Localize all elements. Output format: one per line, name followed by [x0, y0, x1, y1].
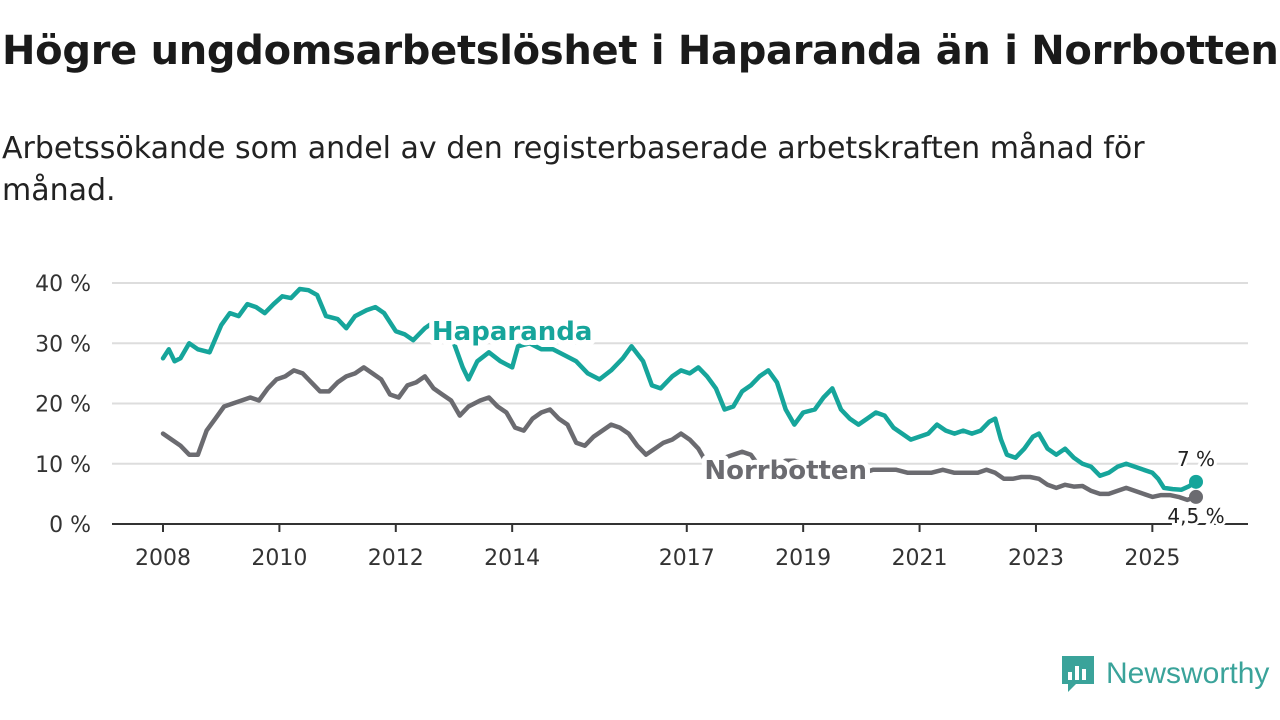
series-label-norrbotten: Norrbotten — [704, 456, 867, 486]
series-endpoint-norrbotten — [1189, 489, 1203, 504]
x-tick-label: 2012 — [368, 546, 424, 571]
x-tick-label: 2010 — [251, 546, 307, 571]
newsworthy-logo-text: Newsworthy — [1106, 657, 1270, 690]
end-value-label-haparanda: 7 % — [1177, 447, 1215, 471]
series-endpoint-haparanda — [1189, 474, 1203, 489]
chart-title: Högre ungdomsarbetslöshet i Haparanda än… — [2, 28, 1279, 74]
series-line-norrbotten — [160, 365, 1199, 503]
series-line-haparanda — [160, 286, 1199, 492]
newsworthy-logo-icon — [1062, 656, 1094, 692]
newsworthy-logo: Newsworthy — [1060, 654, 1269, 694]
y-tick-label: 0 % — [49, 513, 91, 538]
x-tick-label: 2023 — [1008, 546, 1064, 571]
x-tick-label: 2021 — [892, 546, 948, 571]
y-tick-label: 20 % — [35, 393, 91, 418]
x-tick-label: 2025 — [1124, 546, 1180, 571]
series-label-haparanda: Haparanda — [432, 317, 593, 347]
y-tick-label: 40 % — [35, 272, 91, 297]
x-tick-label: 2008 — [135, 546, 191, 571]
y-tick-label: 30 % — [35, 332, 91, 357]
x-tick-label: 2014 — [484, 546, 540, 571]
end-value-label-norrbotten: 4,5 % — [1167, 504, 1224, 528]
x-tick-label: 2017 — [659, 546, 715, 571]
y-tick-label: 10 % — [35, 453, 91, 478]
x-tick-label: 2019 — [775, 546, 831, 571]
chart-subtitle: Arbetssökande som andel av den registerb… — [2, 131, 1145, 208]
